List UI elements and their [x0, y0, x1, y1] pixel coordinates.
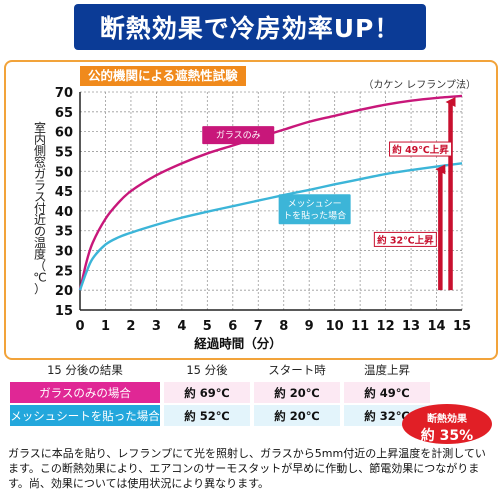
series-line-glass: [78, 94, 463, 291]
x-tick-label: 10: [326, 319, 344, 334]
x-tick-label: 4: [177, 319, 186, 334]
banner-title: 断熱効果で冷房効率UP！: [99, 14, 401, 43]
row-label: ガラスのみの場合: [10, 380, 162, 404]
y-tick-label: 15: [55, 304, 73, 319]
header-rise: 温度上昇: [340, 360, 430, 382]
grid-lines: [80, 91, 463, 310]
series-label-mesh: メッシュシー: [288, 199, 342, 209]
x-tick-label: 7: [254, 319, 263, 334]
y-axis-label-char: ガ: [34, 167, 46, 181]
y-tick-label: 70: [55, 86, 73, 101]
table-row-glass: ガラスのみの場合 約 69℃ 約 20℃ 約 49℃: [10, 380, 430, 404]
annotation-mesh-rise-box: [373, 231, 437, 247]
y-tick-label: 55: [55, 145, 73, 160]
x-tick-label: 2: [126, 319, 135, 334]
y-axis-label-char: （: [34, 259, 46, 273]
series-label-glass: ガラスのみ: [216, 130, 261, 141]
x-tick-label: 0: [75, 319, 84, 334]
series-layer: [78, 94, 463, 291]
y-axis-label: 室内側窓ガラス付近の温度（℃）: [33, 120, 46, 296]
x-tick-label: 12: [377, 319, 395, 334]
y-tick-label: 40: [55, 205, 73, 220]
row-label: メッシュシートを貼った場合: [10, 403, 162, 426]
header-after15: 15 分後: [160, 360, 252, 382]
series-line-mesh: [78, 162, 463, 291]
x-tick-label: 5: [203, 319, 212, 334]
series-label-glass-box: [202, 126, 275, 145]
y-axis-label-char: 温: [34, 236, 46, 250]
x-tick-label: 11: [351, 319, 369, 334]
x-tick-label: 9: [305, 319, 314, 334]
y-tick-label: 65: [55, 106, 73, 121]
x-tick-label: 1: [101, 319, 110, 334]
y-tick-label: 60: [55, 126, 73, 141]
results-table: 15 分後の結果 15 分後 スタート時 温度上昇 ガラスのみの場合 約 69℃…: [10, 360, 430, 426]
y-axis-label-char: 側: [34, 144, 46, 158]
note-text: ガラスに本品を貼り、レフランプにて光を照射し、ガラスから5mm付近の上昇温度を計…: [8, 447, 486, 490]
y-axis-label-char: ラ: [34, 179, 46, 193]
y-axis-label-char: の: [34, 225, 46, 239]
value-start: 約 20℃: [250, 403, 342, 426]
y-axis-label-char: ℃: [33, 271, 46, 285]
y-tick-label: 35: [55, 225, 73, 240]
effect-badge-line2: 約 35%: [420, 428, 474, 444]
y-axis-label-char: ）: [34, 282, 46, 296]
effect-badge-line1: 断熱効果: [427, 414, 467, 425]
annotation-mesh-rise: 約 32℃上昇: [377, 234, 434, 246]
y-tick-label: 30: [55, 245, 73, 260]
y-tick-label: 25: [55, 264, 73, 279]
table-row-mesh: メッシュシートを貼った場合 約 52℃ 約 20℃ 約 32℃: [10, 403, 430, 426]
series-label-mesh: トを貼った場合: [283, 209, 346, 221]
value-after15: 約 69℃: [160, 380, 252, 404]
effect-badge: 断熱効果 約 35%: [402, 404, 492, 444]
y-axis-label-char: 室: [34, 120, 46, 135]
series-label-mesh-box: [278, 194, 351, 225]
y-axis-label-char: 付: [34, 202, 46, 216]
value-start: 約 20℃: [250, 380, 342, 404]
y-axis-label-char: 内: [34, 133, 46, 147]
header-result: 15 分後の結果: [10, 360, 162, 382]
y-axis-label-char: 近: [34, 213, 46, 227]
x-tick-label: 15: [453, 319, 471, 334]
value-after15: 約 52℃: [160, 403, 252, 426]
annotation-glass-rise: 約 49℃上昇: [392, 144, 449, 156]
y-axis-label-char: ス: [34, 190, 46, 204]
x-tick-label: 6: [228, 319, 237, 334]
y-tick-label: 20: [55, 284, 73, 299]
annotation-glass-rise-box: [389, 141, 453, 157]
y-tick-label: 50: [55, 165, 73, 180]
title-banner: 断熱効果で冷房効率UP！: [74, 4, 426, 50]
test-title-label: 公的機関による遮熱性試験: [80, 66, 246, 86]
x-tick-label: 8: [279, 319, 288, 334]
x-tick-label: 3: [152, 319, 161, 334]
method-label: （カケン レフランプ法）: [363, 80, 476, 91]
y-axis-label-char: 窓: [34, 155, 46, 170]
x-axis-label: 経過時間（分）: [194, 336, 282, 351]
y-tick-label: 45: [55, 185, 73, 200]
y-axis-label-char: 度: [34, 247, 46, 262]
header-start: スタート時: [250, 360, 342, 382]
x-tick-label: 13: [402, 319, 420, 334]
value-rise: 約 49℃: [340, 380, 430, 404]
x-tick-label: 14: [427, 319, 445, 334]
